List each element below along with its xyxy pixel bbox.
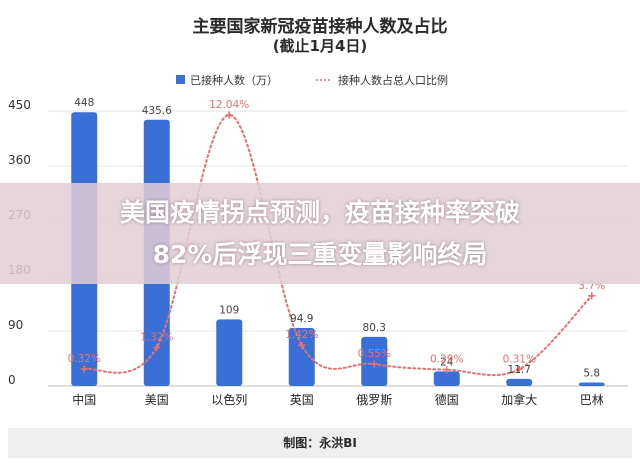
y-tick-label: 0 [8, 373, 16, 387]
bar [578, 382, 605, 386]
bar-value-label: 11.7 [508, 364, 531, 376]
headline-overlay [0, 183, 640, 284]
ratio-point [515, 365, 523, 373]
bar [506, 378, 533, 386]
bar [216, 319, 243, 386]
ratio-value-label: 0.29% [430, 354, 463, 366]
ratio-value-label: 12.04% [209, 99, 249, 111]
ratio-point [298, 341, 306, 349]
bar-value-label: 94.9 [290, 313, 313, 325]
bar-value-label: 24 [440, 356, 454, 368]
ratio-value-label: 0.31% [503, 353, 536, 365]
x-tick-label: 英国 [290, 393, 314, 407]
ratio-point [588, 292, 596, 300]
ratio-point [370, 360, 378, 368]
chart-credit: 制图：永洪BI [8, 428, 632, 458]
legend-label-bars: 已接种人数（万） [190, 73, 278, 87]
ratio-value-label: 0.55% [358, 348, 391, 360]
legend-swatch-bars [176, 75, 185, 84]
ratio-value-label: 1.42% [285, 329, 318, 341]
chart-subtitle: (截止1月4日) [272, 37, 368, 55]
x-tick-label: 俄罗斯 [356, 393, 392, 407]
bar-value-label: 448 [74, 97, 94, 109]
ratio-point [225, 111, 233, 119]
y-tick-label: 90 [8, 318, 23, 332]
ratio-point [153, 343, 161, 351]
chart-title: 主要国家新冠疫苗接种人数及占比 [192, 17, 448, 37]
x-tick-label: 巴林 [580, 393, 604, 407]
x-tick-label: 德国 [435, 392, 459, 407]
y-tick-label: 360 [8, 153, 31, 167]
headline-line-2: 82%后浮现三重变量影响终局 [152, 240, 488, 269]
ratio-line [83, 113, 593, 377]
bar-value-label: 80.3 [363, 322, 386, 334]
ratio-value-label: 1.32% [140, 331, 173, 343]
legend-label-line: 接种人数占总人口比例 [338, 73, 448, 87]
y-tick-label: 450 [8, 98, 31, 112]
ratio-point [443, 366, 451, 374]
bar-value-label: 109 [219, 304, 239, 316]
bar-value-label: 435.6 [142, 105, 172, 117]
headline-line-1: 美国疫情拐点预测，疫苗接种率突破 [119, 198, 520, 227]
x-tick-label: 加拿大 [501, 392, 537, 407]
bar-value-label: 5.8 [583, 367, 600, 379]
bar [433, 371, 460, 386]
ratio-point [80, 365, 88, 373]
x-tick-label: 美国 [145, 393, 169, 407]
bar [288, 328, 315, 386]
x-tick-label: 以色列 [211, 393, 247, 407]
x-tick-label: 中国 [72, 392, 96, 407]
ratio-value-label: 0.32% [68, 353, 101, 365]
